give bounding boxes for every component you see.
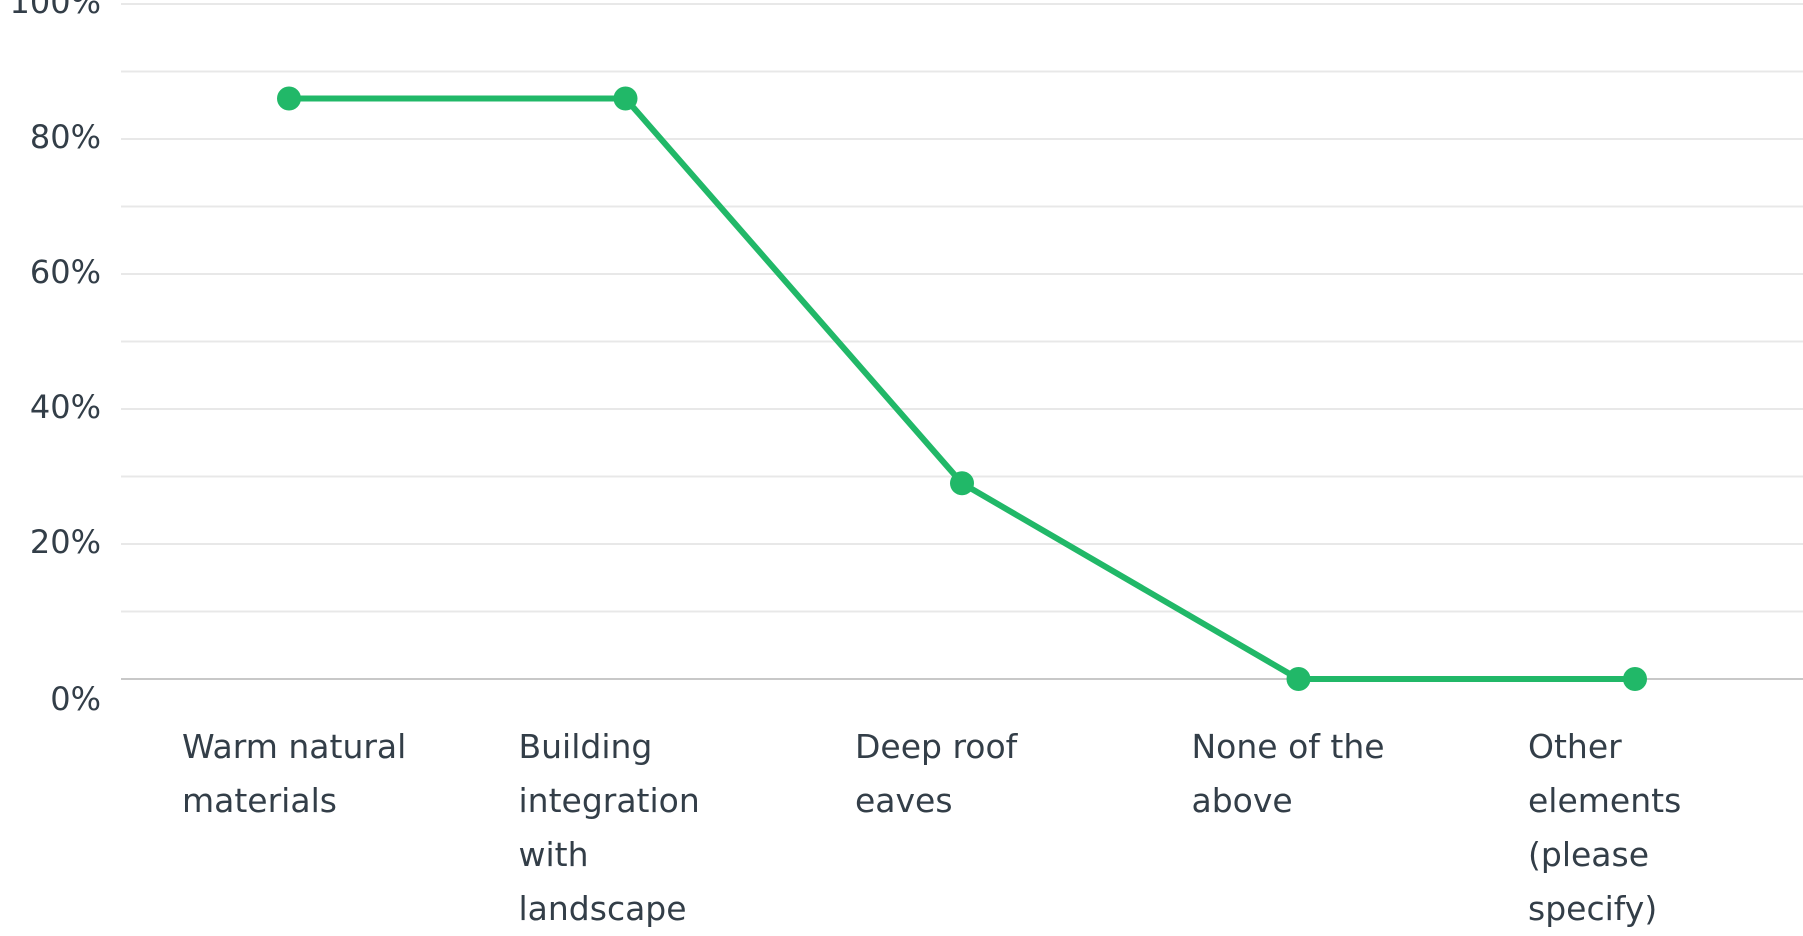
data-line [289,95,1635,682]
x-tick-label: Deep roof eaves [855,727,1018,820]
y-tick-label: 100% [10,0,101,21]
y-tick-label: 40% [30,388,101,426]
x-tick-label: Warm natural materials [182,727,407,820]
data-point [277,86,301,111]
x-tick-label: None of the above [1191,727,1385,820]
data-point [1286,667,1311,691]
x-tick-label: Building integration with landscape [518,727,700,928]
data-point [1623,667,1647,691]
y-tick-label: 20% [30,523,101,561]
data-point [950,471,974,496]
y-tick-label: 80% [30,118,101,156]
y-tick-label: 60% [30,253,101,291]
x-tick-label: Other elements (please specify) [1528,727,1682,928]
y-tick-label: 0% [50,680,101,718]
data-point [613,86,638,111]
